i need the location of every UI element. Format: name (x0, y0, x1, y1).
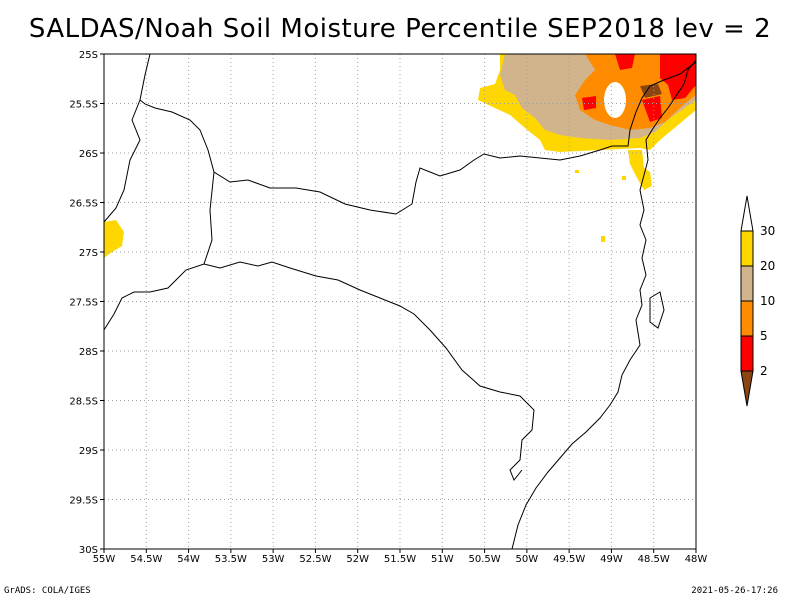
x-tick-label: 51.5W (384, 554, 416, 565)
x-tick-label: 50.5W (468, 554, 500, 565)
x-tick-label: 54.5W (130, 554, 162, 565)
colorbar-label-5: 5 (760, 329, 768, 343)
x-tick-label: 49W (600, 554, 623, 565)
state-border-pr-sc (139, 61, 697, 215)
y-tick-label: 28.5S (69, 397, 98, 408)
colorbar-bin-red (740, 335, 754, 372)
y-tick-label: 25S (79, 50, 98, 61)
x-tick-label: 51W (431, 554, 454, 565)
colorbar-label-10: 10 (760, 294, 775, 308)
island-coast (649, 291, 665, 329)
shade-white-hole (604, 82, 626, 118)
shade-brown-ne (640, 84, 662, 98)
colorbar-bin-yellow (740, 230, 754, 267)
shade-yellow-west (104, 220, 124, 258)
x-tick-label: 49.5W (553, 554, 585, 565)
border-west-2 (203, 171, 215, 265)
footer-timestamp: 2021-05-26-17:26 (691, 586, 778, 596)
y-tick-label: 29.5S (69, 496, 98, 507)
x-tick-label: 55W (93, 554, 116, 565)
shade-yellow-coast (628, 150, 652, 190)
colorbar-label-20: 20 (760, 259, 775, 273)
y-tick-label: 25.5S (69, 100, 98, 111)
shade-dot-3 (622, 176, 626, 180)
y-tick-label: 26.5S (69, 199, 98, 210)
map-title: SALDAS/Noah Soil Moisture Percentile SEP… (28, 14, 772, 44)
x-tick-label: 52.5W (299, 554, 331, 565)
x-tick-label: 52W (346, 554, 369, 565)
y-tick-label: 27.5S (69, 298, 98, 309)
x-tick-label: 53.5W (215, 554, 247, 565)
x-tick-label: 48.5W (638, 554, 670, 565)
y-tick-label: 30S (79, 545, 98, 556)
x-tick-label: 54W (177, 554, 200, 565)
colorbar-top-arrow (740, 195, 754, 232)
colorbar-bin-tan (740, 265, 754, 302)
percentile-shading (104, 54, 696, 258)
grid-lines (104, 54, 696, 549)
y-tick-label: 29S (79, 446, 98, 457)
x-tick-label: 53W (262, 554, 285, 565)
shade-red-ne (582, 54, 696, 122)
footer-credit: GrADS: COLA/IGES (4, 586, 91, 596)
boundaries (103, 53, 697, 550)
coastline (511, 59, 697, 550)
state-border-sc-rs (103, 261, 535, 481)
x-tick-label: 48W (685, 554, 708, 565)
colorbar-bin-orange (740, 300, 754, 337)
shade-dot-1 (601, 236, 605, 242)
colorbar: 30 20 10 5 2 (740, 195, 775, 407)
y-axis: 25S 25.5S 26S 26.5S 27S 27.5S 28S 28.5S 29S 29.5S… (69, 50, 104, 556)
shade-dot-2 (575, 170, 579, 173)
y-tick-label: 26S (79, 149, 98, 160)
x-axis: 55W 54.5W 54W 53.5W 53W 52.5W 52W 51.5W 51W 50.5W… (93, 549, 708, 565)
border-west-1 (103, 53, 151, 223)
colorbar-label-2: 2 (760, 364, 768, 378)
y-tick-label: 27S (79, 248, 98, 259)
colorbar-label-30: 30 (760, 224, 775, 238)
colorbar-bottom-arrow (740, 370, 754, 407)
y-tick-label: 28S (79, 347, 98, 358)
x-tick-label: 50W (516, 554, 539, 565)
